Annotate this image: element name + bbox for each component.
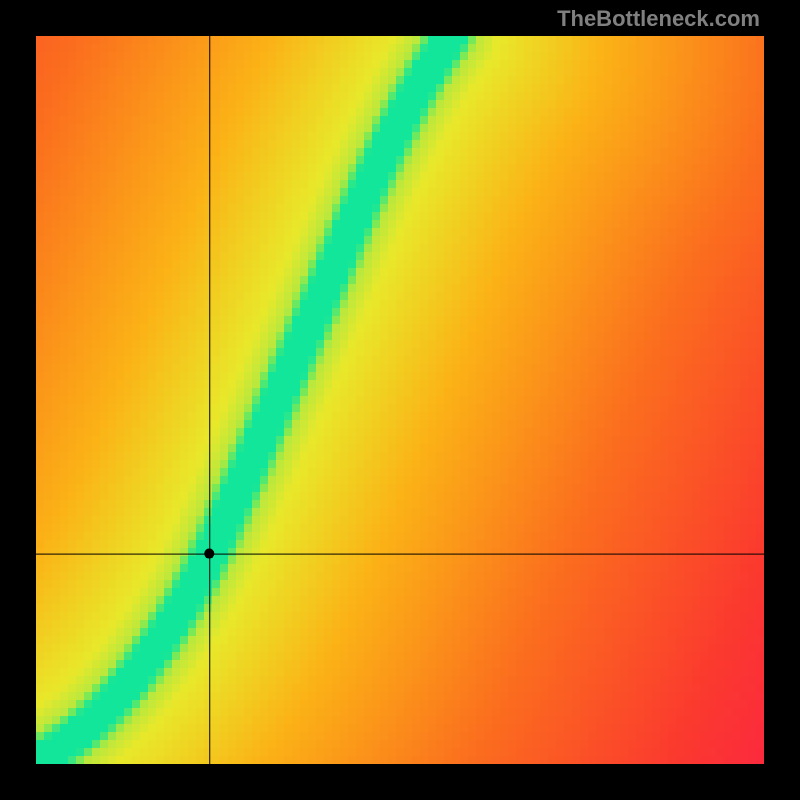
- bottleneck-heatmap: [0, 0, 800, 800]
- watermark-text: TheBottleneck.com: [557, 6, 760, 32]
